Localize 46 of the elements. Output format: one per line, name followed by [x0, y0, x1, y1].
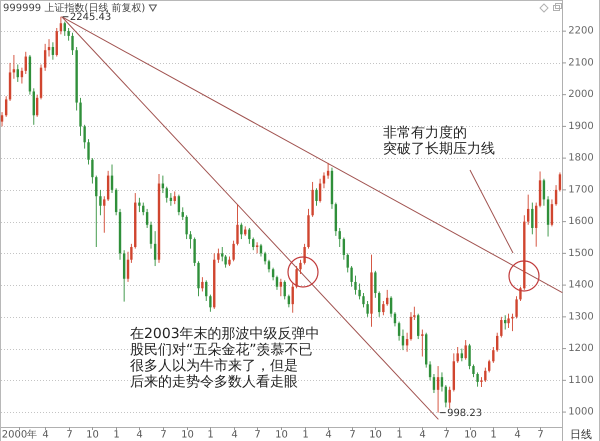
y-tick-label: 1400 [568, 280, 594, 291]
y-tick-label: 2000 [568, 89, 594, 100]
x-tick-label: 10 [275, 430, 288, 440]
x-tick-label: 7 [443, 430, 450, 440]
x-tick-label: 7 [254, 430, 261, 440]
y-tick-label: 1000 [568, 406, 594, 418]
y-tick-label: 1600 [568, 216, 594, 228]
x-tick-label: 4 [42, 430, 49, 440]
x-tick-label: 10 [181, 430, 194, 440]
y-tick-label: 2100 [568, 57, 594, 68]
y-tick-label: 1100 [568, 374, 594, 386]
annotation: 很多人以为牛市来了，但是 [130, 358, 298, 374]
chart-title: 999999 上证指数(日线 前复权) [3, 2, 146, 14]
x-tick-label: 4 [419, 430, 426, 440]
annotation: 非常有力度的 [383, 125, 467, 141]
x-tick-label: 1 [113, 430, 120, 440]
x-tick-label: 7 [537, 430, 544, 440]
y-tick-label: 2200 [568, 26, 594, 37]
annotation: 998.23 [447, 408, 482, 420]
y-tick-label: 1700 [568, 184, 594, 196]
annotation: 2245.43 [70, 12, 112, 24]
x-tick-label: 7 [160, 430, 167, 440]
x-axis-title: 日线 [570, 428, 592, 441]
x-tick-label: 10 [369, 430, 382, 440]
annotation: 突破了长期压力线 [383, 141, 495, 157]
x-tick-label: 1 [490, 430, 497, 440]
x-tick-label: 1 [207, 430, 214, 440]
annotation: 股民们对“五朵金花”羡慕不已 [130, 342, 313, 358]
x-tick-label: 4 [231, 430, 238, 440]
x-tick-label: 4 [325, 430, 332, 440]
x-tick-label: 1 [396, 430, 403, 440]
x-tick-label: 7 [349, 430, 356, 440]
x-tick-label: 10 [464, 430, 477, 440]
y-tick-label: 1500 [568, 248, 594, 259]
y-tick-label: 1900 [568, 120, 594, 132]
x-tick-label: 4 [514, 430, 521, 440]
y-tick-label: 1200 [568, 343, 594, 354]
x-tick-label: 7 [66, 430, 73, 440]
annotation: 后来的走势令多数人看走眼 [130, 374, 298, 390]
x-tick-label: 2000年 [2, 428, 38, 440]
x-tick-label: 4 [136, 430, 143, 440]
x-tick-label: 1 [302, 430, 309, 440]
y-tick-label: 1800 [568, 152, 594, 164]
annotation: 在2003年末的那波中级反弹中 [130, 326, 320, 342]
y-tick-label: 1300 [568, 311, 594, 322]
x-tick-label: 10 [86, 430, 99, 440]
